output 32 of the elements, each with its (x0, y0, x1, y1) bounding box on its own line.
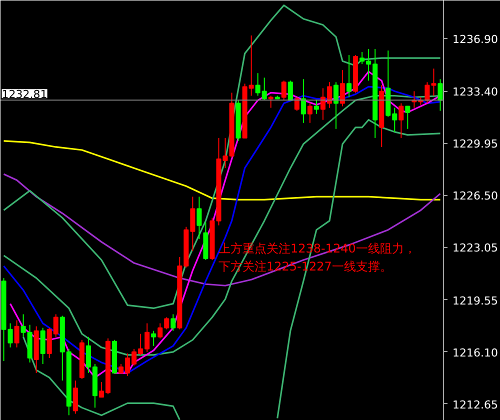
candlestick (307, 102, 312, 124)
candlestick (294, 96, 300, 112)
candlestick (333, 82, 339, 130)
candlestick (40, 327, 46, 364)
y-tick-label: 1233.40 (452, 86, 498, 99)
candlestick (288, 80, 293, 101)
candlestick (268, 95, 274, 108)
y-tick-label: 1236.90 (452, 32, 498, 46)
line-series (2, 140, 442, 201)
candlestick (438, 78, 443, 112)
line-series (2, 173, 442, 286)
y-tick-label: 1223.05 (452, 242, 498, 255)
y-tick-label: 1226.50 (452, 190, 498, 203)
y-tick-label: 1212.65 (452, 398, 498, 412)
y-tick-label: 1219.55 (452, 294, 498, 308)
candlestick (300, 78, 306, 124)
candlestick (346, 54, 352, 98)
candlestick (14, 320, 20, 348)
line-series (22, 336, 180, 420)
candlestick (72, 380, 78, 414)
candlestick (314, 100, 319, 114)
line-series (2, 4, 442, 310)
candlestick (398, 102, 404, 138)
candlestick (170, 314, 176, 332)
candlestick (340, 70, 346, 107)
candlestick (151, 330, 156, 346)
y-tick-label: 1229.95 (452, 138, 498, 151)
candlestick (405, 106, 410, 130)
candlestick (196, 196, 202, 240)
ref-line-label: 1232.81 (2, 88, 48, 102)
candlestick (281, 80, 286, 101)
y-tick-label: 1216.10 (452, 346, 498, 360)
